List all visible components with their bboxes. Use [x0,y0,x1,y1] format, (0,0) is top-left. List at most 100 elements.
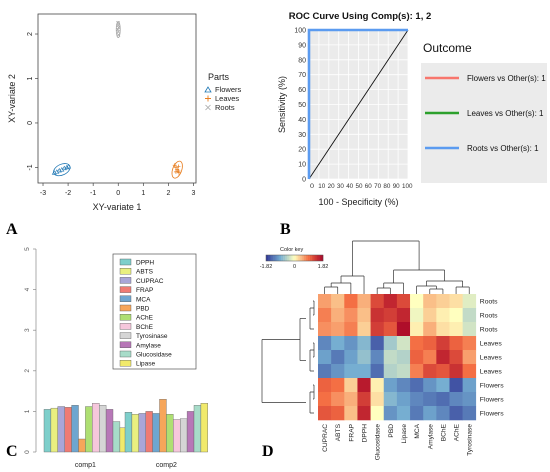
color-key-segment [283,255,286,261]
y-tick-label: 100 [294,28,306,35]
heatmap-cell-roots-bche [436,294,450,309]
column-label-dpph: DPPH [362,424,369,443]
color-key-title: Color key [280,247,303,253]
legend-swatch-ache [119,314,132,321]
heatmap-cell-roots-dpph [357,322,371,337]
x-tick-label: 50 [356,183,363,190]
confidence-ellipse-flowers [53,163,71,177]
heatmap-cell-flowers-glucosidase [370,406,385,421]
color-key-segment [317,255,320,261]
bar-ache-comp2 [166,414,174,453]
heatmap-cell-roots-tyrosinase [462,294,477,309]
legend-label-flowers: Flowers [215,85,242,94]
heatmap-cell-leaves-glucosidase [370,336,385,351]
heatmap-cell-leaves-lipase [396,336,411,351]
column-dendrogram-branch [383,282,404,294]
x-tick-label: 20 [328,183,335,190]
column-dendrogram-branch [340,275,365,294]
heatmap-cell-leaves-glucosidase [370,364,385,379]
heatmap-cell-roots-amylase [423,308,437,323]
legend-title: Parts [208,72,230,82]
heatmap-cell-flowers-glucosidase [370,392,385,407]
heatmap-cell-leaves-cuprac [318,336,332,351]
heatmap-cell-flowers-tyrosinase [462,378,477,393]
bar-bche-comp2 [173,419,181,453]
heatmap-cell-flowers-cuprac [318,378,332,393]
legend-swatch-dpph [119,258,132,266]
row-label-leaves: Leaves [480,369,503,376]
heatmap-cell-leaves-tyrosinase [462,336,477,351]
color-key-segment [279,255,282,261]
heatmap-cell-leaves-abts [331,336,345,351]
column-label-glucosidase: Glucosidase [375,424,382,461]
x-tick-label: 0 [116,190,120,197]
data-point-leaves [172,163,177,168]
heatmap-cell-flowers-lipase [396,406,411,421]
roc-line-roots-vs-other-s-1 [307,28,408,179]
heatmap-cell-leaves-amylase [423,364,437,379]
heatmap-cell-roots-amylase [423,322,437,337]
heatmap-cell-flowers-mca [410,406,424,421]
heatmap-cell-roots-ache [449,294,463,309]
color-key-segment [313,255,316,261]
heatmap-cell-flowers-frap [344,406,358,421]
heatmap-cell-flowers-glucosidase [370,378,385,393]
x-tick-label: 30 [337,183,344,190]
column-dendrogram-branch [376,287,391,294]
bar-tyrosinase-comp1 [98,405,107,453]
heatmap-cell-flowers-amylase [423,406,437,421]
heatmap-cell-roots-ache [449,322,463,337]
bar-abts-comp2 [131,414,139,453]
heatmap-cell-leaves-frap [344,336,358,351]
color-key-segment [315,255,318,261]
x-tick-label: 80 [383,183,390,190]
y-tick-label: 10 [298,162,306,169]
column-label-frap: FRAP [348,423,355,441]
data-point-roots [116,33,121,37]
column-dendrogram-branch [416,285,437,289]
heatmap-cell-roots-pbd [383,294,398,309]
legend-label-lipase: Lipase [136,361,156,368]
bar-amylase-comp1 [105,409,114,453]
heatmap-cell-flowers-mca [410,378,424,393]
x-tick-label: 90 [393,183,400,190]
bar-pbd-comp2 [159,399,167,453]
heatmap-cell-leaves-abts [331,350,345,365]
row-label-flowers: Flowers [480,397,504,404]
heatmap-cell-leaves-bche [436,364,450,379]
legend-label-dpph: DPPH [136,260,154,267]
y-tick-label: 0 [302,177,306,184]
y-axis-label: XY-variate 2 [7,74,17,123]
y-tick-label: 40 [298,117,306,124]
heatmap-cell-roots-amylase [423,294,437,309]
heatmap-cell-leaves-tyrosinase [462,364,477,379]
column-label-bche: BChE [440,423,447,441]
x-category-label: comp1 [75,462,96,469]
color-key-segment [288,255,291,261]
color-key-segment [296,255,299,261]
bar-glucosidase-comp1 [112,421,121,453]
heatmap-cell-flowers-abts [331,378,345,393]
bar-pbd-comp1 [78,438,86,453]
heatmap-cell-leaves-ache [449,364,463,379]
y-tick-label: 0 [24,450,31,454]
color-key-segment [307,255,310,261]
heatmap-cell-roots-frap [344,322,358,337]
heatmap-cell-leaves-bche [436,350,450,365]
color-key-segment [298,255,301,261]
column-dendrogram-branch [455,286,470,294]
y-tick-label: 90 [298,42,306,49]
legend-label-frap: FRAP [136,287,153,294]
color-key-segment [271,255,274,261]
column-label-cuprac: CUPRAC [322,424,329,452]
y-tick-label: 20 [298,147,306,154]
heatmap-cell-flowers-frap [344,378,358,393]
heatmap-cell-flowers-bche [436,392,450,407]
y-tick-label: 30 [298,132,306,139]
legend-label-roots-vs-other-s-1: Roots vs Other(s): 1 [467,144,539,153]
legend-marker-leaves [205,95,211,102]
heatmap-cell-leaves-frap [344,364,358,379]
legend-label-mca: MCA [136,296,151,303]
data-point-roots [116,21,120,25]
